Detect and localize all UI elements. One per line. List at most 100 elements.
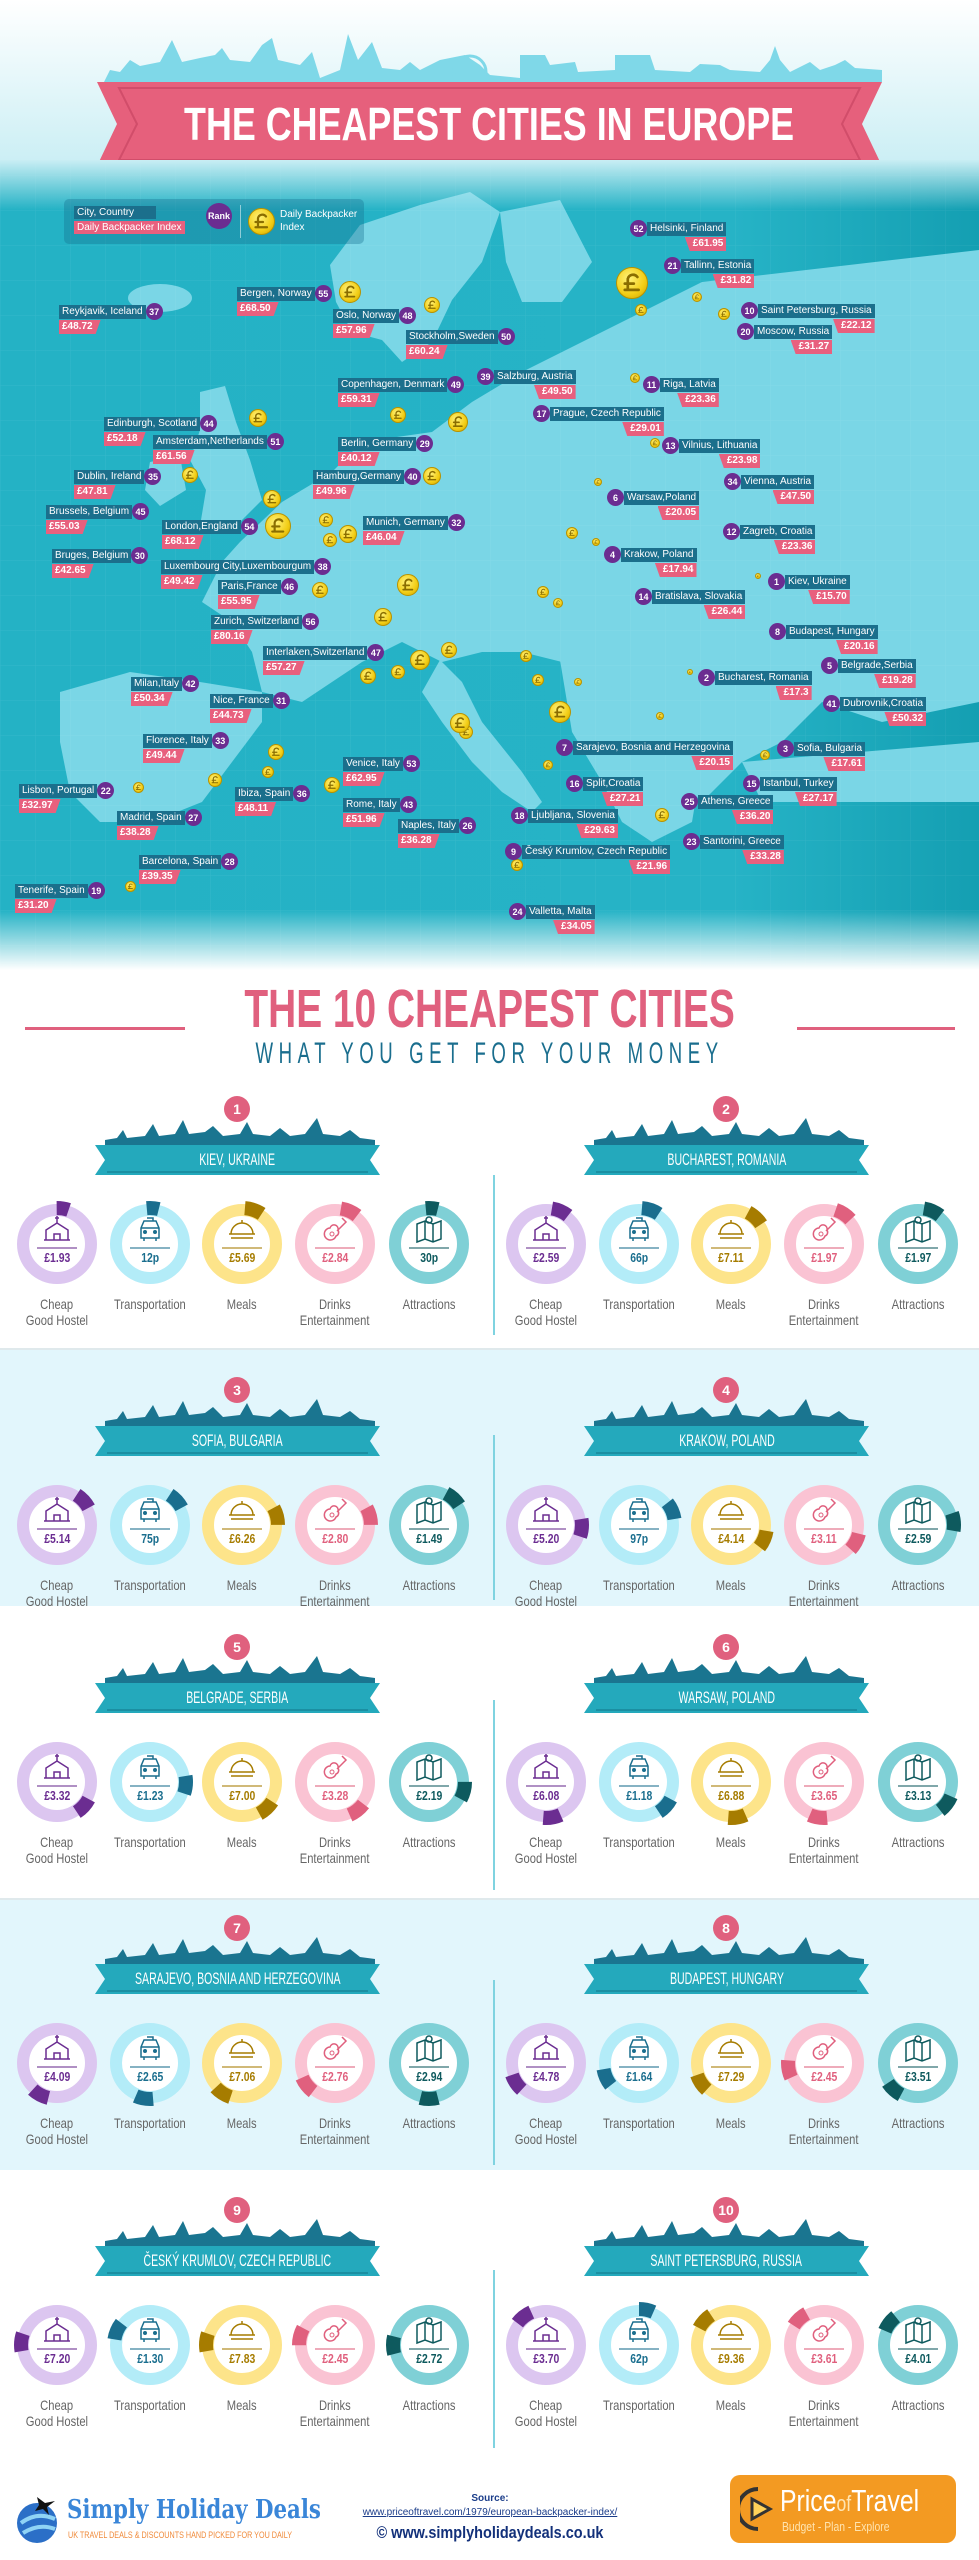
rank-badge: 48: [399, 307, 417, 324]
cost-ring: [386, 1482, 472, 1568]
cost-item: £2.84 Drinks Entertainment: [289, 1198, 381, 1328]
city-skyline: [594, 1399, 864, 1429]
rank-badge: 43: [399, 796, 417, 813]
category-label: Attractions: [891, 1577, 945, 1593]
backpacker-index-price: £31.27: [790, 340, 833, 354]
city-skyline: [105, 1656, 375, 1686]
cost-item: £5.14 Cheap Good Hostel: [11, 1479, 103, 1609]
city-card: 2 BUCHAREST, ROMANIA £2.59 Cheap Good Hos…: [489, 1068, 978, 1338]
map-city-label: Madrid, Spain 27 £38.28: [117, 809, 202, 840]
cost-value: £4.09: [43, 2069, 71, 2084]
map-city-label: Reykjavik, Iceland 37 £48.72: [59, 303, 163, 334]
cost-value: £2.80: [321, 1531, 349, 1546]
cost-ring: [14, 1482, 100, 1568]
cost-value: 12p: [141, 1250, 159, 1265]
rank-badge: 3: [777, 740, 794, 757]
city-name: Naples, Italy: [398, 818, 460, 833]
rank-badge: 14: [635, 588, 652, 605]
city-name: Tenerife, Spain: [15, 883, 88, 898]
map-city-label: 12 Zagreb, Croatia £23.36: [723, 523, 816, 554]
cost-ring: [596, 1739, 682, 1825]
ring-marker: [107, 1201, 193, 1287]
backpacker-index-price: £44.73: [210, 709, 252, 723]
column-divider: [493, 1700, 495, 1890]
legend-city-country: City, Country: [74, 206, 157, 219]
map-city-label: 16 Split,Croatia £27.21: [566, 775, 644, 806]
backpacker-index-price: £17.94: [654, 563, 697, 577]
city-name: KIEV, UKRAINE: [199, 1150, 276, 1169]
city-ribbon: [584, 1145, 869, 1175]
cost-ring: [199, 1739, 285, 1825]
city-name: Budapest, Hungary: [786, 624, 878, 639]
pound-coin-icon: [248, 208, 275, 235]
map-city-label: 11 Riga, Latvia £23.36: [643, 376, 719, 407]
backpacker-index-price: £62.95: [343, 772, 385, 786]
backpacker-index-price: £46.04: [363, 531, 405, 545]
legend-divider: [240, 205, 241, 238]
city-name: Copenhagen, Denmark: [338, 377, 448, 392]
simply-holiday-deals-logo[interactable]: Simply Holiday Deals UK TRAVEL DEALS & D…: [15, 2493, 335, 2548]
cost-ring: [781, 1739, 867, 1825]
pound-coin-icon: [360, 668, 376, 684]
pound-coin-icon: [718, 308, 730, 320]
city-name: Vienna, Austria: [741, 474, 815, 489]
map-legend: City, Country Daily Backpacker Index Ran…: [64, 199, 364, 244]
ring-marker: [386, 2020, 472, 2106]
city-name: Bruges, Belgium: [52, 548, 132, 563]
source-link[interactable]: www.priceoftravel.com/1979/european-back…: [362, 2507, 618, 2518]
category-label: Drinks Entertainment: [300, 2397, 370, 2429]
rank-badge: 15: [743, 775, 760, 792]
city-card: 4 KRAKOW, POLAND £5.20 Cheap Good Hostel: [489, 1349, 978, 1619]
pound-coin-icon: [594, 478, 602, 486]
title-rule-right: [797, 1027, 955, 1030]
city-name: Zurich, Switzerland: [211, 614, 303, 629]
cost-ring: [14, 1201, 100, 1287]
price-of-travel-logo[interactable]: PriceofTravel Budget - Plan - Explore: [730, 2475, 956, 2543]
cost-ring: [596, 1201, 682, 1287]
backpacker-index-price: £48.72: [59, 320, 101, 334]
cost-value: £9.36: [717, 2351, 745, 2366]
rank-badge: 46: [280, 578, 298, 595]
city-name: Krakow, Poland: [621, 547, 697, 562]
category-label: Transportation: [603, 1834, 675, 1850]
hostel-icon: [533, 1497, 559, 1522]
city-rank-badge: 8: [713, 1915, 739, 1941]
rank-badge: 12: [723, 523, 740, 540]
pound-coin-icon: [319, 513, 333, 527]
cost-value: £4.14: [717, 1531, 745, 1546]
cost-value: £6.08: [532, 1788, 560, 1803]
city-card: 6 WARSAW, POLAND £6.08 Cheap Good Hostel: [489, 1606, 978, 1876]
cost-item: £3.51 Attractions: [872, 2017, 964, 2147]
cost-ring: [875, 1739, 961, 1825]
rank-badge: 4: [604, 546, 621, 563]
pound-coin-icon: [339, 281, 361, 303]
section-title: THE 10 CHEAPEST CITIES: [244, 979, 735, 1039]
backpacker-index-price: £55.03: [46, 520, 88, 534]
backpacker-index-price: £50.32: [884, 712, 927, 726]
legend-backpacker-index: Daily Backpacker Index: [74, 221, 185, 234]
copyright-website[interactable]: © www.simplyholidaydeals.co.uk: [376, 2523, 604, 2542]
globe-plane-icon: [17, 2497, 57, 2543]
backpacker-index-price: £61.95: [684, 237, 727, 251]
cost-item: £2.59 Attractions: [872, 1479, 964, 1609]
city-name: Sofia, Bulgaria: [794, 741, 866, 756]
page-title: THE CHEAPEST CITIES IN EUROPE: [184, 98, 795, 150]
cost-ring: [688, 2302, 774, 2388]
cost-item: £6.26 Meals: [196, 1479, 288, 1609]
map-city-label: 9 Český Krumlov, Czech Republic £21.96: [505, 843, 671, 874]
ring-marker: [14, 2302, 100, 2388]
pound-coin-icon: [655, 808, 669, 822]
category-label: Meals: [227, 1296, 257, 1312]
city-rank-badge: 7: [224, 1915, 250, 1941]
pound-coin-icon: [397, 574, 419, 596]
backpacker-index-price: £31.20: [15, 899, 57, 913]
cost-value: £1.49: [415, 1531, 443, 1546]
rank-badge: 49: [447, 376, 465, 393]
category-label: Attractions: [891, 1834, 945, 1850]
meal-cloche-icon: [718, 2321, 744, 2340]
pound-coin-icon: [549, 701, 571, 723]
category-label: Attractions: [891, 2397, 945, 2413]
city-name: Rome, Italy: [343, 797, 400, 812]
cost-value: £3.11: [811, 1531, 837, 1546]
pound-coin-icon: [410, 650, 430, 670]
